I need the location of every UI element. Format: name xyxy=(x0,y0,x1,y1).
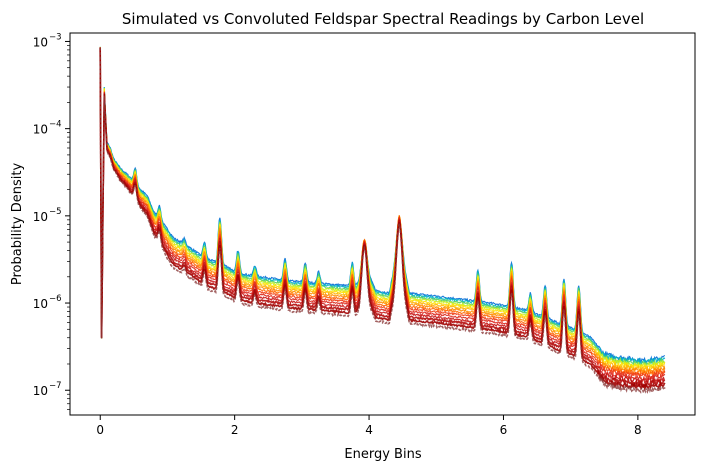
series-line-4 xyxy=(99,48,666,368)
y-tick-exponent: −5 xyxy=(49,207,62,217)
series-line-9 xyxy=(99,47,666,379)
series-line-14 xyxy=(99,47,666,394)
series-line-2 xyxy=(99,47,666,366)
series-line-7 xyxy=(99,47,666,375)
y-axis: 10−710−610−510−410−3 xyxy=(33,32,70,410)
x-tick-label: 4 xyxy=(365,423,373,437)
series-line-8 xyxy=(99,48,666,377)
series-line-10 xyxy=(99,48,666,383)
y-tick-exponent: −7 xyxy=(49,381,62,391)
y-tick-label: 10 xyxy=(33,297,48,311)
y-tick-label: 10 xyxy=(33,384,48,398)
x-tick-label: 2 xyxy=(231,423,239,437)
series-line-13 xyxy=(99,47,666,392)
series-line-11 xyxy=(99,47,665,385)
series-line-3 xyxy=(99,46,665,367)
y-axis-label: Probability Density xyxy=(10,163,25,286)
x-tick-label: 6 xyxy=(500,423,508,437)
x-tick-label: 0 xyxy=(96,423,104,437)
x-axis: 0 2 4 6 8 xyxy=(96,415,642,437)
y-tick-exponent: −3 xyxy=(49,32,62,42)
series-line-5 xyxy=(99,48,666,371)
x-axis-label: Energy Bins xyxy=(344,447,421,462)
y-tick-exponent: −4 xyxy=(49,120,62,130)
y-tick-label: 10 xyxy=(33,35,48,49)
chart-title: Simulated vs Convoluted Feldspar Spectra… xyxy=(122,10,644,28)
series-layer xyxy=(99,46,666,394)
series-line-12 xyxy=(99,48,666,389)
x-tick-label: 8 xyxy=(634,423,642,437)
y-tick-label: 10 xyxy=(33,210,48,224)
y-tick-label: 10 xyxy=(33,123,48,137)
y-tick-exponent: −6 xyxy=(49,294,62,304)
